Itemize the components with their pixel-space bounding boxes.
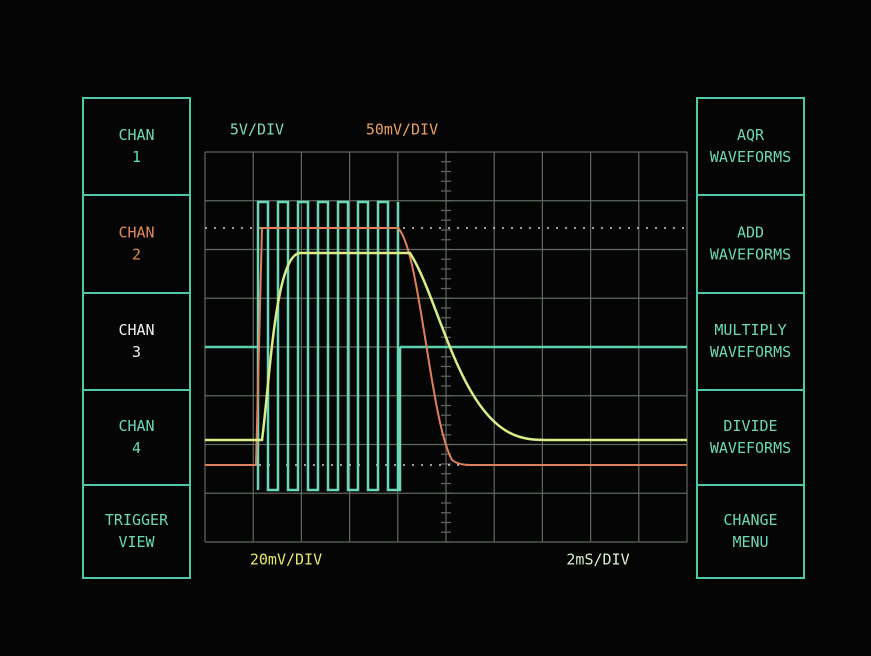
menu-label: CHAN [118,321,154,339]
menu-label: DIVIDE [723,417,777,435]
menu-label: MULTIPLY [714,321,786,339]
menu-label: CHAN [118,126,154,144]
page: CHAN 1 CHAN 2 CHAN 3 CHAN 4 TRIGGER VIEW AQR WAVEFO… [0,0,871,656]
menu-label: AQR [737,126,765,144]
menu-label: VIEW [118,533,155,551]
menu-label: 2 [132,246,141,264]
menu-label: TRIGGER [105,511,169,529]
chan4-scale: 20mV/DIV [250,551,322,569]
chan1-scale: 5V/DIV [230,121,284,139]
menu-label: MENU [732,533,768,551]
time-scale: 2mS/DIV [566,551,629,569]
menu-label: 3 [132,343,141,361]
menu-label: WAVEFORMS [710,439,791,457]
menu-label: 1 [132,148,141,166]
menu-label: WAVEFORMS [710,343,791,361]
menu-label: CHANGE [723,511,777,529]
menu-label: CHAN [118,417,154,435]
chan2-scale: 50mV/DIV [366,121,438,139]
menu-label: ADD [737,224,764,242]
menu-label: WAVEFORMS [710,246,791,264]
menu-label: WAVEFORMS [710,148,791,166]
menu-label: 4 [132,439,141,457]
menu-label: CHAN [118,224,154,242]
scope-screen: CHAN 1 CHAN 2 CHAN 3 CHAN 4 TRIGGER VIEW AQR WAVEFO… [0,0,871,656]
